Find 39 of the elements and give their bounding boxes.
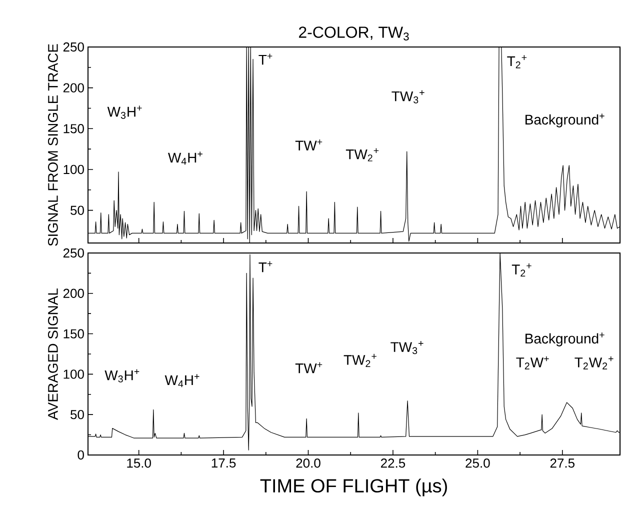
y-tick-label: 150 (64, 329, 84, 338)
y-tick-label: 250 (63, 42, 84, 52)
y-tick-label: 200 (63, 288, 84, 298)
annotation: T$_{2}$W$^{+}$ (516, 356, 549, 370)
annotation: T$_{2}$+ (507, 55, 527, 68)
annotation: W$_{3}$H$^{+}$ (107, 106, 142, 119)
x-tick-label: 22.5 (380, 458, 406, 468)
chart-title: 2-COLOR, TW$_{3}$ (298, 26, 409, 40)
x-axis-title: TIME OF FLIGHT (µs) (260, 478, 447, 496)
annotation: W$_{4}$H$^{+}$ (168, 152, 202, 165)
x-tick-label: 27.5 (550, 458, 574, 468)
y-tick-label: 200 (63, 83, 84, 92)
annotation: W$_{4}$H$^{+}$ (164, 374, 200, 388)
x-tick-label: 15.0 (127, 458, 151, 468)
annotation: TW$^{+}$ (295, 362, 322, 374)
annotation: TW$_{3}$+ (390, 340, 424, 354)
annotation: TW$^{+}$ (295, 140, 322, 150)
x-tick-label: 25.0 (466, 458, 490, 468)
x-tick-label: 17.5 (212, 458, 236, 468)
x-tick-label: 20.0 (296, 458, 320, 468)
y-tick-label: 50 (70, 410, 84, 420)
annotation: T$^{+}$ (258, 54, 272, 65)
annotation: W$_{3}$H$^{+}$ (104, 369, 140, 382)
annotation: Background$^{+}$ (526, 114, 604, 128)
annotation: TW$_{2}$+ (344, 354, 376, 367)
y-axis-title: AVERAGED SIGNAL (48, 288, 58, 420)
annotation: T$_{2}$W$_{2}$+ (574, 356, 614, 370)
y-tick-label: 150 (64, 124, 84, 134)
annotation: T$^{+}$ (258, 261, 272, 272)
annotation: TW$_{2}$+ (346, 148, 379, 162)
annotation: TW$_{3}$+ (392, 90, 424, 104)
y-tick-label: 100 (64, 164, 84, 174)
annotation: Background$^{+}$ (526, 332, 604, 346)
annotation: T$_{2}$+ (512, 263, 532, 276)
y-tick-label: 100 (64, 370, 84, 379)
y-tick-label: 50 (70, 206, 84, 215)
y-axis-title: SIGNAL FROM SINGLE TRACE (48, 44, 58, 246)
y-tick-label: 250 (63, 248, 84, 258)
y-tick-label: 0 (78, 450, 84, 460)
